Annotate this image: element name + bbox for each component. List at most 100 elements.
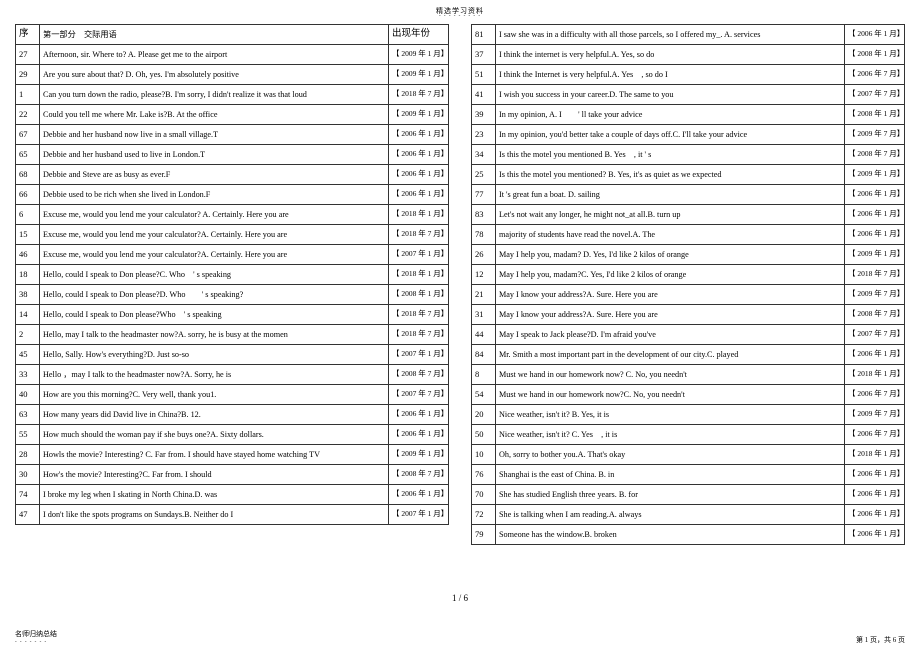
table-row: 46Excuse me, would you lend me your calc…: [16, 245, 449, 265]
table-row: 76Shanghai is the east of China. B. in【 …: [472, 465, 905, 485]
row-num: 46: [16, 245, 40, 265]
row-year: 【 2009 年 7 月】: [845, 405, 905, 425]
row-num: 8: [472, 365, 496, 385]
table-row: 81I saw she was in a difficulty with all…: [472, 25, 905, 45]
row-question: She is talking when I am reading.A. alwa…: [496, 505, 845, 525]
row-question: Excuse me, would you lend me your calcul…: [40, 205, 389, 225]
table-row: 63How many years did David live in China…: [16, 405, 449, 425]
row-year: 【 2008 年 1 月】: [389, 285, 449, 305]
row-num: 65: [16, 145, 40, 165]
row-num: 6: [16, 205, 40, 225]
table-row: 65Debbie and her husband used to live in…: [16, 145, 449, 165]
row-year: 【 2018 年 7 月】: [389, 305, 449, 325]
table-row: 6Excuse me, would you lend me your calcu…: [16, 205, 449, 225]
row-num: 74: [16, 485, 40, 505]
table-row: 22Could you tell me where Mr. Lake is?B.…: [16, 105, 449, 125]
header-year: 出现年份: [389, 25, 449, 45]
row-num: 76: [472, 465, 496, 485]
table-row: 41I wish you success in your career.D. T…: [472, 85, 905, 105]
row-year: 【 2008 年 7 月】: [845, 305, 905, 325]
row-year: 【 2006 年 1 月】: [389, 125, 449, 145]
row-num: 23: [472, 125, 496, 145]
row-question: I don't like the spots programs on Sunda…: [40, 505, 389, 525]
row-year: 【 2007 年 1 月】: [389, 505, 449, 525]
table-row: 84Mr. Smith a most important part in the…: [472, 345, 905, 365]
row-question: It 's great fun a boat. D. sailing: [496, 185, 845, 205]
row-question: She has studied English three years. B. …: [496, 485, 845, 505]
row-num: 44: [472, 325, 496, 345]
row-question: Afternoon, sir. Where to? A. Please get …: [40, 45, 389, 65]
row-num: 30: [16, 465, 40, 485]
row-num: 31: [472, 305, 496, 325]
row-num: 20: [472, 405, 496, 425]
table-row: 33Hello ，may I talk to the headmaster no…: [16, 365, 449, 385]
row-year: 【 2018 年 1 月】: [845, 365, 905, 385]
row-year: 【 2018 年 7 月】: [389, 325, 449, 345]
row-year: 【 2006 年 7 月】: [845, 425, 905, 445]
row-num: 66: [16, 185, 40, 205]
row-year: 【 2006 年 1 月】: [845, 185, 905, 205]
table-row: 44May I speak to Jack please?D. I'm afra…: [472, 325, 905, 345]
row-question: Hello ，may I talk to the headmaster now?…: [40, 365, 389, 385]
table-row: 12May I help you, madam?C. Yes, I'd like…: [472, 265, 905, 285]
row-question: Must we hand in our homework now? C. No,…: [496, 365, 845, 385]
table-row: 27Afternoon, sir. Where to? A. Please ge…: [16, 45, 449, 65]
row-question: Nice weather, isn't it? C. Yes , it is: [496, 425, 845, 445]
table-row: 66Debbie used to be rich when she lived …: [16, 185, 449, 205]
row-num: 1: [16, 85, 40, 105]
header-num: 序: [16, 25, 40, 45]
table-row: 54Must we hand in our homework now?C. No…: [472, 385, 905, 405]
row-question: Hello, may I talk to the headmaster now?…: [40, 325, 389, 345]
row-question: Oh, sorry to bother you.A. That's okay: [496, 445, 845, 465]
footer-left: 名师归纳总结: [15, 629, 57, 639]
row-question: Howls the movie? Interesting? C. Far fro…: [40, 445, 389, 465]
row-num: 81: [472, 25, 496, 45]
table-row: 50Nice weather, isn't it? C. Yes , it is…: [472, 425, 905, 445]
row-year: 【 2009 年 1 月】: [389, 445, 449, 465]
row-year: 【 2006 年 1 月】: [845, 505, 905, 525]
row-year: 【 2006 年 1 月】: [845, 25, 905, 45]
table-row: 8Must we hand in our homework now? C. No…: [472, 365, 905, 385]
row-question: Is this the motel you mentioned B. Yes ,…: [496, 145, 845, 165]
row-year: 【 2009 年 1 月】: [845, 245, 905, 265]
table-row: 77It 's great fun a boat. D. sailing【 20…: [472, 185, 905, 205]
table-row: 15Excuse me, would you lend me your calc…: [16, 225, 449, 245]
row-year: 【 2007 年 1 月】: [389, 245, 449, 265]
footer-right: 第 1 页，共 6 页: [856, 635, 905, 645]
content-columns: 序第一部分 交际用语出现年份27Afternoon, sir. Where to…: [15, 24, 905, 545]
row-year: 【 2007 年 7 月】: [845, 325, 905, 345]
row-year: 【 2008 年 7 月】: [389, 365, 449, 385]
row-num: 63: [16, 405, 40, 425]
row-num: 14: [16, 305, 40, 325]
row-year: 【 2006 年 7 月】: [845, 65, 905, 85]
page-number: 1 / 6: [452, 593, 468, 603]
row-num: 68: [16, 165, 40, 185]
row-year: 【 2006 年 1 月】: [389, 145, 449, 165]
row-question: Let's not wait any longer, he might not_…: [496, 205, 845, 225]
row-question: Hello, could I speak to Don please?D. Wh…: [40, 285, 389, 305]
right-table: 81I saw she was in a difficulty with all…: [471, 24, 905, 545]
row-num: 37: [472, 45, 496, 65]
row-year: 【 2007 年 7 月】: [389, 385, 449, 405]
row-question: Debbie and her husband now live in a sma…: [40, 125, 389, 145]
row-num: 38: [16, 285, 40, 305]
row-year: 【 2006 年 7 月】: [845, 385, 905, 405]
table-row: 30How's the movie? Interesting?C. Far fr…: [16, 465, 449, 485]
row-year: 【 2006 年 1 月】: [845, 205, 905, 225]
row-num: 2: [16, 325, 40, 345]
row-year: 【 2009 年 7 月】: [845, 125, 905, 145]
row-year: 【 2006 年 1 月】: [389, 185, 449, 205]
table-row: 38Hello, could I speak to Don please?D. …: [16, 285, 449, 305]
row-num: 15: [16, 225, 40, 245]
table-row: 83Let's not wait any longer, he might no…: [472, 205, 905, 225]
table-row: 72She is talking when I am reading.A. al…: [472, 505, 905, 525]
right-column: 81I saw she was in a difficulty with all…: [471, 24, 905, 545]
row-question: Shanghai is the east of China. B. in: [496, 465, 845, 485]
row-year: 【 2008 年 1 月】: [845, 45, 905, 65]
table-row: 39In my opinion, A. I ' ll take your adv…: [472, 105, 905, 125]
row-question: Mr. Smith a most important part in the d…: [496, 345, 845, 365]
row-num: 54: [472, 385, 496, 405]
row-year: 【 2009 年 1 月】: [389, 45, 449, 65]
footer-left-dots: - - - - - - -: [15, 640, 47, 645]
row-year: 【 2009 年 1 月】: [389, 105, 449, 125]
